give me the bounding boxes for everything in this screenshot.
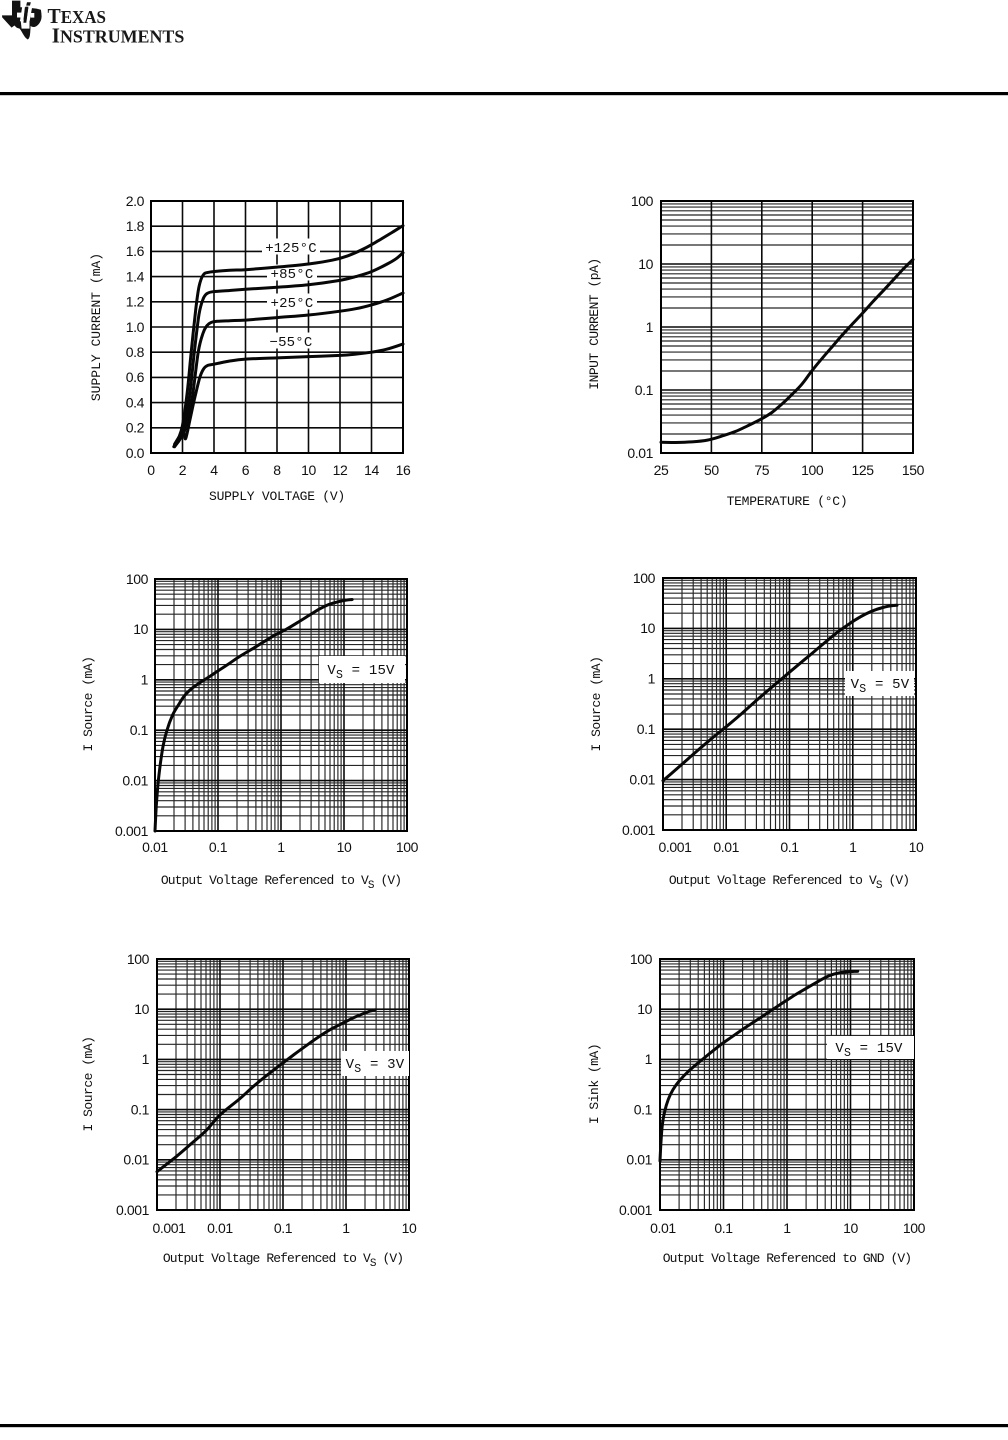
svg-text:1: 1 (648, 671, 656, 687)
svg-text:10: 10 (637, 1001, 652, 1017)
svg-text:0.1: 0.1 (634, 1101, 653, 1117)
svg-text:10: 10 (843, 1220, 858, 1236)
svg-text:Output Voltage Referenced to V: Output Voltage Referenced to VS (V) (161, 873, 401, 892)
svg-text:100: 100 (126, 571, 149, 587)
svg-text:I Source (mA): I Source (mA) (81, 657, 96, 752)
svg-text:100: 100 (801, 462, 824, 478)
svg-text:1: 1 (849, 839, 857, 855)
svg-text:0.001: 0.001 (152, 1220, 186, 1236)
svg-text:0.01: 0.01 (123, 1152, 149, 1168)
svg-text:10: 10 (640, 620, 655, 636)
svg-text:16: 16 (396, 462, 411, 478)
svg-text:10: 10 (133, 621, 148, 637)
svg-text:75: 75 (754, 462, 769, 478)
svg-text:1: 1 (342, 1220, 350, 1236)
svg-text:0.01: 0.01 (713, 839, 739, 855)
svg-text:TEMPERATURE (°C): TEMPERATURE (°C) (727, 494, 848, 509)
svg-text:Output Voltage Referenced to V: Output Voltage Referenced to VS (V) (669, 873, 909, 892)
svg-text:100: 100 (631, 193, 654, 209)
svg-text:0.1: 0.1 (635, 382, 654, 398)
svg-text:+125°C: +125°C (265, 241, 317, 257)
svg-text:0.01: 0.01 (650, 1220, 676, 1236)
svg-text:SUPPLY CURRENT (mA): SUPPLY CURRENT (mA) (89, 253, 104, 401)
svg-text:0.1: 0.1 (637, 721, 656, 737)
svg-text:100: 100 (127, 951, 150, 967)
svg-text:125: 125 (852, 462, 875, 478)
svg-text:10: 10 (301, 462, 316, 478)
svg-text:TEXAS: TEXAS (48, 4, 107, 28)
svg-text:1.2: 1.2 (126, 294, 145, 310)
svg-text:0.001: 0.001 (619, 1202, 653, 1218)
svg-text:0.001: 0.001 (116, 1202, 150, 1218)
svg-text:Output Voltage Referenced to V: Output Voltage Referenced to VS (V) (163, 1251, 403, 1270)
svg-text:1: 1 (646, 319, 654, 335)
svg-text:0.1: 0.1 (780, 839, 799, 855)
svg-text:0.01: 0.01 (627, 445, 653, 461)
svg-text:25: 25 (654, 462, 669, 478)
svg-text:SUPPLY VOLTAGE (V): SUPPLY VOLTAGE (V) (209, 489, 345, 504)
svg-text:+85°C: +85°C (270, 267, 313, 283)
svg-text:VS = 5V: VS = 5V (851, 677, 910, 696)
svg-text:0.01: 0.01 (207, 1220, 233, 1236)
svg-text:0.1: 0.1 (714, 1220, 733, 1236)
svg-text:+25°C: +25°C (270, 296, 313, 312)
svg-text:100: 100 (903, 1220, 926, 1236)
svg-text:1: 1 (141, 672, 149, 688)
svg-text:10: 10 (909, 839, 924, 855)
svg-text:−55°C: −55°C (269, 335, 312, 351)
svg-text:12: 12 (333, 462, 348, 478)
svg-text:1.4: 1.4 (126, 268, 145, 284)
svg-text:0.001: 0.001 (115, 823, 149, 839)
svg-text:1.0: 1.0 (126, 319, 145, 335)
svg-text:0.01: 0.01 (142, 839, 168, 855)
svg-text:I Source (mA): I Source (mA) (81, 1037, 96, 1132)
svg-text:I Source (mA): I Source (mA) (589, 657, 604, 752)
svg-text:100: 100 (633, 570, 656, 586)
svg-text:0.1: 0.1 (209, 839, 228, 855)
svg-text:2.0: 2.0 (126, 193, 145, 209)
svg-text:0.8: 0.8 (126, 344, 145, 360)
svg-text:Output Voltage Referenced to G: Output Voltage Referenced to GND (V) (663, 1251, 911, 1266)
svg-text:1.6: 1.6 (126, 243, 145, 259)
svg-text:VS = 15V: VS = 15V (835, 1041, 903, 1060)
svg-text:1: 1 (277, 839, 285, 855)
svg-text:1: 1 (142, 1051, 150, 1067)
svg-text:0.001: 0.001 (658, 839, 692, 855)
svg-text:14: 14 (364, 462, 379, 478)
svg-text:150: 150 (902, 462, 925, 478)
svg-text:50: 50 (704, 462, 719, 478)
svg-text:10: 10 (402, 1220, 417, 1236)
svg-text:0.6: 0.6 (126, 369, 145, 385)
svg-text:0.01: 0.01 (629, 771, 655, 787)
svg-text:I Sink (mA): I Sink (mA) (587, 1044, 602, 1124)
svg-text:0: 0 (147, 462, 155, 478)
svg-text:0.1: 0.1 (130, 722, 149, 738)
svg-text:INPUT CURRENT (pA): INPUT CURRENT (pA) (587, 258, 602, 389)
svg-text:1: 1 (783, 1220, 791, 1236)
svg-text:100: 100 (396, 839, 419, 855)
svg-text:1.8: 1.8 (126, 218, 145, 234)
svg-text:INSTRUMENTS: INSTRUMENTS (52, 24, 185, 48)
svg-text:0.1: 0.1 (131, 1101, 150, 1117)
svg-text:0.01: 0.01 (122, 772, 148, 788)
svg-text:1: 1 (645, 1051, 653, 1067)
svg-text:2: 2 (179, 462, 187, 478)
svg-text:0.001: 0.001 (622, 822, 656, 838)
svg-text:0.01: 0.01 (626, 1152, 652, 1168)
svg-text:VS = 15V: VS = 15V (327, 663, 395, 682)
svg-text:10: 10 (337, 839, 352, 855)
svg-text:100: 100 (630, 951, 653, 967)
svg-text:4: 4 (210, 462, 218, 478)
svg-text:10: 10 (134, 1001, 149, 1017)
svg-text:0.1: 0.1 (274, 1220, 293, 1236)
svg-text:VS = 3V: VS = 3V (346, 1057, 405, 1076)
svg-text:0.4: 0.4 (126, 394, 145, 410)
svg-text:0.0: 0.0 (126, 445, 145, 461)
svg-text:6: 6 (242, 462, 250, 478)
svg-text:0.2: 0.2 (126, 420, 145, 436)
svg-text:8: 8 (273, 462, 281, 478)
svg-text:10: 10 (638, 256, 653, 272)
